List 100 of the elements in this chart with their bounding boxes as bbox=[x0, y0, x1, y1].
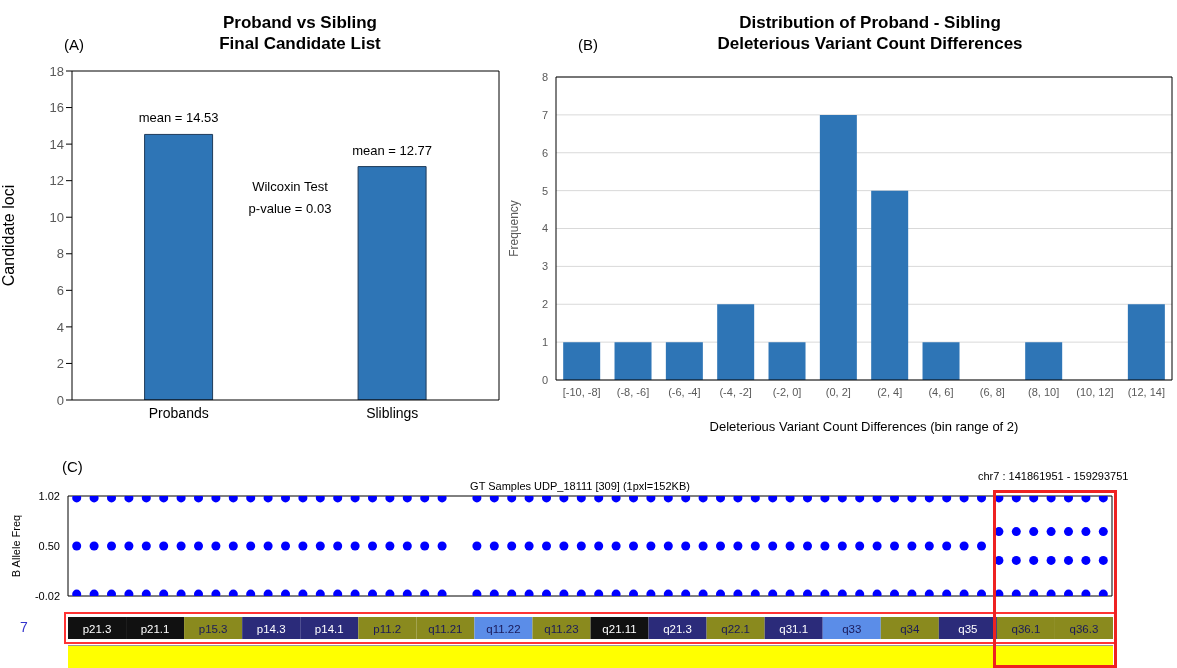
point bbox=[1046, 589, 1056, 596]
y-tick-label: 5 bbox=[541, 184, 548, 197]
point bbox=[1081, 555, 1091, 565]
data-label: mean = 12.77 bbox=[352, 142, 433, 158]
point bbox=[385, 589, 395, 596]
point bbox=[333, 589, 343, 596]
point bbox=[942, 496, 952, 503]
point bbox=[89, 589, 99, 596]
point bbox=[872, 541, 882, 551]
point bbox=[872, 496, 882, 503]
point bbox=[855, 496, 865, 503]
point bbox=[333, 541, 343, 551]
point bbox=[1063, 555, 1074, 565]
point bbox=[976, 541, 987, 551]
point bbox=[1029, 555, 1039, 565]
y-tick-label: 10 bbox=[49, 209, 64, 225]
point bbox=[924, 589, 934, 596]
point bbox=[1029, 496, 1039, 503]
point bbox=[924, 496, 934, 503]
point bbox=[733, 541, 743, 551]
y-tick-label: 2 bbox=[56, 356, 64, 372]
point bbox=[524, 541, 534, 551]
x-tick-label: (12, 14] bbox=[1127, 385, 1165, 398]
point bbox=[942, 541, 952, 551]
bar bbox=[665, 342, 703, 380]
point bbox=[837, 541, 847, 551]
point bbox=[698, 589, 708, 596]
point bbox=[785, 496, 795, 503]
point bbox=[89, 541, 99, 551]
point bbox=[768, 589, 778, 596]
point bbox=[350, 589, 360, 596]
x-tick-label: (6, 8] bbox=[979, 385, 1005, 398]
point bbox=[437, 496, 447, 503]
point bbox=[159, 589, 169, 596]
point bbox=[1046, 555, 1056, 565]
point bbox=[228, 496, 238, 503]
point bbox=[1098, 589, 1108, 596]
point bbox=[159, 541, 169, 551]
y-tick-label: 2 bbox=[541, 298, 548, 311]
annotation: p-value = 0.03 bbox=[247, 200, 333, 218]
point bbox=[959, 496, 969, 503]
point bbox=[507, 496, 517, 503]
data-label: mean = 14.53 bbox=[138, 110, 219, 126]
point bbox=[246, 496, 256, 503]
y-tick-label: 18 bbox=[49, 63, 64, 79]
x-tick-label: (-8, -6] bbox=[616, 385, 650, 398]
point bbox=[367, 541, 378, 551]
point bbox=[1098, 555, 1108, 565]
point bbox=[750, 589, 760, 596]
point bbox=[524, 496, 534, 503]
chart-title: Proband vs Sibling Final Candidate List bbox=[218, 12, 382, 54]
point bbox=[733, 496, 743, 503]
bar bbox=[922, 342, 960, 380]
point bbox=[89, 496, 99, 503]
category-label: q21.3 bbox=[663, 623, 692, 635]
point bbox=[663, 496, 673, 503]
y-tick-label: 8 bbox=[541, 70, 548, 83]
category-label: q33 bbox=[842, 623, 862, 635]
point bbox=[594, 541, 604, 551]
point bbox=[820, 541, 830, 551]
point bbox=[211, 589, 221, 596]
text: (B) bbox=[578, 36, 598, 53]
point bbox=[72, 496, 82, 503]
point bbox=[959, 541, 969, 551]
point bbox=[193, 541, 204, 551]
point bbox=[750, 496, 760, 503]
x-tick-label: (0, 2] bbox=[825, 385, 851, 398]
point bbox=[141, 541, 151, 551]
x-tick-label: Probands bbox=[148, 404, 209, 421]
point bbox=[785, 541, 795, 551]
point bbox=[681, 541, 691, 551]
category-label: q36.1 bbox=[1011, 623, 1041, 635]
category-label: p11.2 bbox=[373, 623, 402, 635]
point bbox=[298, 541, 308, 551]
y-tick-label: 7 bbox=[541, 108, 548, 121]
point bbox=[72, 589, 82, 596]
bar bbox=[1025, 342, 1063, 380]
x-tick-label: (-6, -4] bbox=[668, 385, 701, 398]
point bbox=[315, 541, 325, 551]
point bbox=[420, 496, 430, 503]
y-tick-label: 1.02 bbox=[38, 489, 60, 502]
point bbox=[1046, 496, 1056, 503]
point bbox=[489, 541, 499, 551]
point bbox=[280, 541, 291, 551]
point bbox=[211, 496, 221, 503]
point bbox=[872, 589, 882, 596]
point bbox=[837, 496, 847, 503]
point bbox=[106, 541, 117, 551]
point bbox=[1098, 527, 1108, 537]
point bbox=[889, 541, 900, 551]
point bbox=[820, 496, 830, 503]
y-tick-label: 1 bbox=[541, 336, 548, 349]
point bbox=[611, 541, 621, 551]
point bbox=[437, 541, 447, 551]
point bbox=[1063, 527, 1074, 537]
point bbox=[559, 589, 569, 596]
point bbox=[942, 589, 952, 596]
point bbox=[907, 541, 917, 551]
chart-title: Distribution of Proband - Sibling Deleterious Variant Count Differences bbox=[716, 12, 1024, 54]
point bbox=[489, 589, 499, 596]
